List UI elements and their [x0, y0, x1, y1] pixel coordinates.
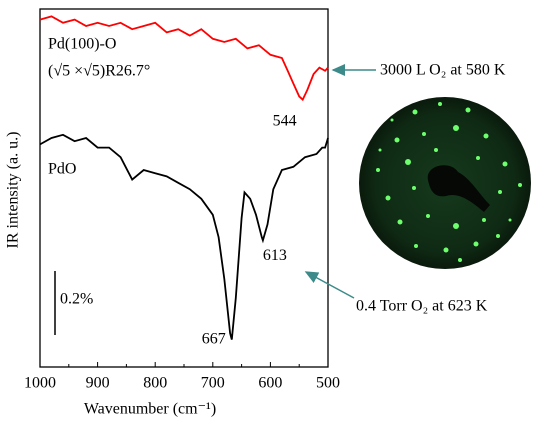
series-label: PdO	[48, 161, 76, 178]
x-tick-label: 800	[143, 375, 167, 392]
scale-bar-label: 0.2%	[60, 291, 93, 308]
annotation: 0.4 Torr O₂ at 623 K	[356, 298, 488, 315]
x-tick-label: 900	[86, 375, 110, 392]
annotation: 3000 L O₂ at 580 K	[380, 62, 506, 79]
x-tick-label: 700	[201, 375, 225, 392]
x-tick-label: 1000	[24, 375, 56, 392]
spectrum-line	[39, 15, 329, 102]
peak-label: 667	[202, 330, 226, 347]
spectrum-line	[39, 133, 329, 340]
annotation-arrow	[304, 271, 355, 299]
x-tick-label: 500	[316, 375, 340, 392]
x-tick-label: 600	[258, 375, 282, 392]
peak-label: 544	[273, 112, 297, 129]
peak-label: 613	[263, 247, 287, 264]
series-label: Pd(100)-O	[48, 36, 116, 53]
leed-image	[359, 97, 531, 269]
series-subtitle: (√5 ×√5)R26.7°	[48, 63, 150, 80]
y-axis-title: IR intensity (a. u.)	[5, 132, 22, 249]
x-axis-title: Wavenumber (cm⁻¹)	[84, 401, 216, 418]
